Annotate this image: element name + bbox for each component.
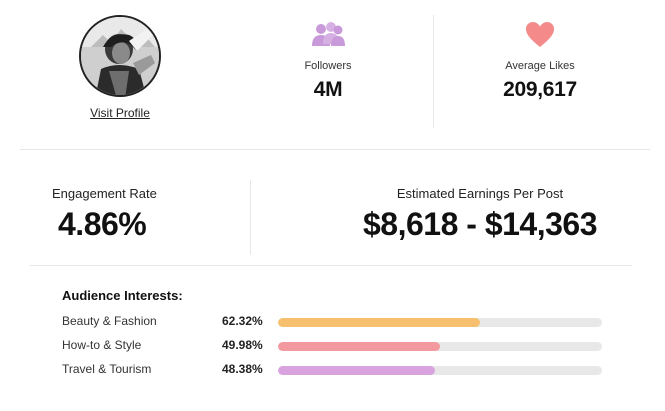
- average-likes-value: 209,617: [503, 78, 577, 101]
- section-divider: [20, 149, 650, 150]
- interest-name: How-to & Style: [62, 338, 142, 352]
- metrics-divider: [250, 180, 251, 255]
- interest-bar-track: [278, 366, 602, 375]
- interest-row: Beauty & Fashion 62.32%: [62, 314, 602, 330]
- interest-bar-track: [278, 342, 602, 351]
- followers-label: Followers: [304, 60, 352, 72]
- followers-stat: Followers 4M: [268, 20, 388, 102]
- heart-icon: [526, 22, 554, 47]
- interest-name: Beauty & Fashion: [62, 314, 157, 328]
- avatar[interactable]: [79, 15, 161, 97]
- interest-percent: 48.38%: [222, 362, 263, 376]
- interest-row: How-to & Style 49.98%: [62, 338, 602, 354]
- followers-value: 4M: [313, 78, 343, 101]
- interests-divider: [30, 265, 632, 266]
- engagement-rate-label: Engagement Rate: [52, 186, 157, 201]
- interest-percent: 49.98%: [222, 338, 263, 352]
- interest-bar-fill: [278, 366, 435, 375]
- average-likes-stat: Average Likes 209,617: [480, 20, 600, 102]
- visit-profile-link[interactable]: Visit Profile: [90, 106, 150, 120]
- people-icon: [312, 22, 345, 46]
- interest-bar-fill: [278, 318, 480, 327]
- header-divider: [433, 15, 434, 128]
- estimated-earnings-label: Estimated Earnings Per Post: [396, 186, 564, 201]
- profile-photo: [81, 17, 159, 95]
- average-likes-label: Average Likes: [505, 60, 575, 72]
- interest-bar-track: [278, 318, 602, 327]
- interest-bar-fill: [278, 342, 440, 351]
- audience-interests-title: Audience Interests:: [62, 288, 183, 303]
- engagement-rate-value: 4.86%: [58, 206, 147, 242]
- interest-name: Travel & Tourism: [62, 362, 152, 376]
- estimated-earnings-value: $8,618 - $14,363: [363, 206, 597, 242]
- interest-percent: 62.32%: [222, 314, 263, 328]
- interest-row: Travel & Tourism 48.38%: [62, 362, 602, 378]
